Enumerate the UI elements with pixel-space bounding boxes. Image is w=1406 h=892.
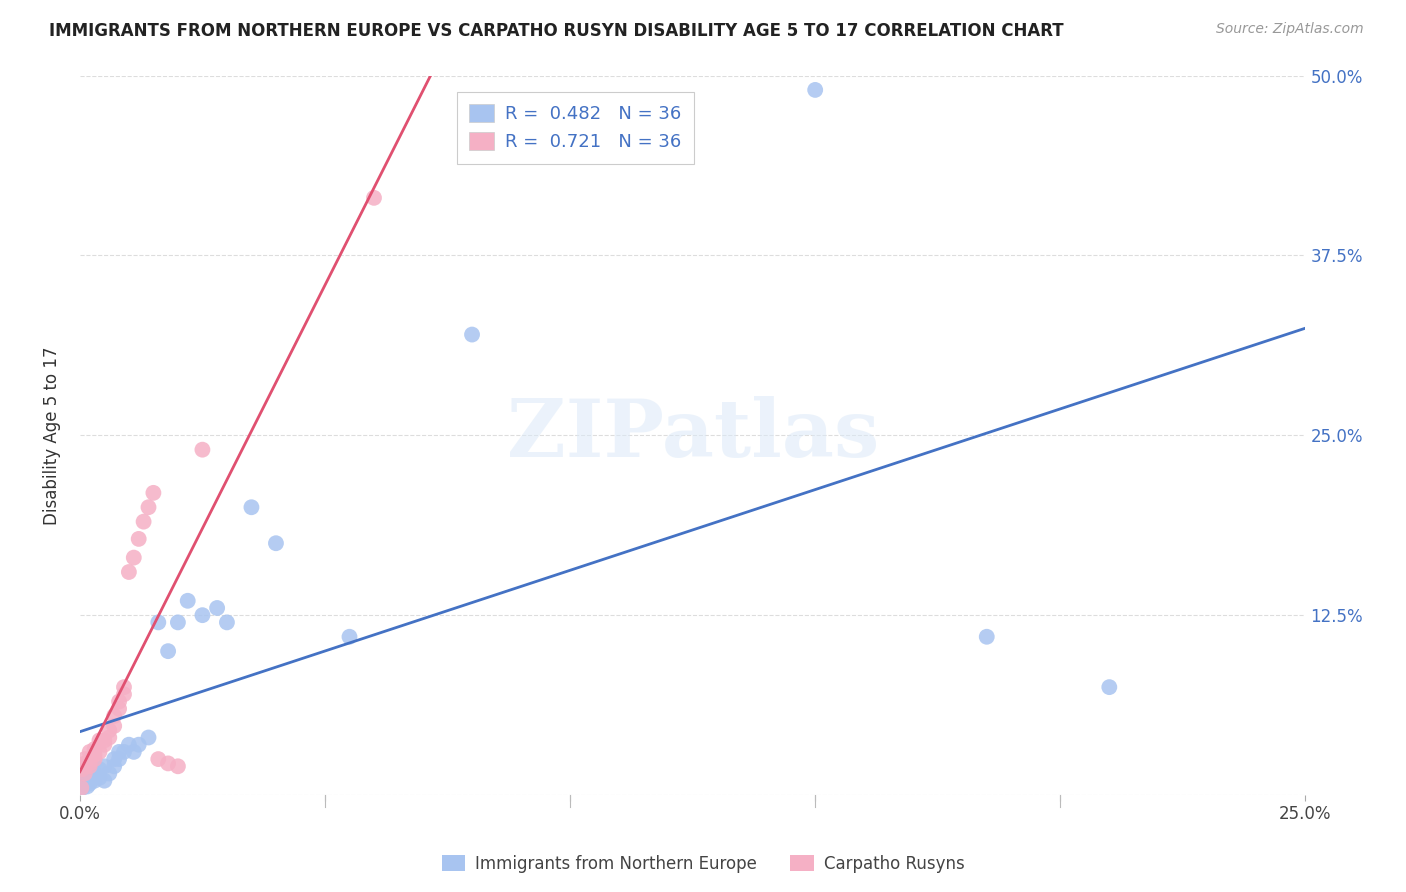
Point [83, 747, 105, 762]
Point [122, 550, 145, 565]
Text: Source: ZipAtlas.com: Source: ZipAtlas.com [1216, 22, 1364, 37]
Point [128, 532, 150, 546]
Point [142, 486, 165, 500]
Point [72, 762, 94, 776]
Point [157, 644, 180, 658]
Point [89, 762, 111, 776]
Point [191, 442, 214, 457]
Point [93, 759, 115, 773]
Point [103, 759, 125, 773]
Point [167, 759, 190, 773]
Point [461, 327, 484, 342]
Point [112, 745, 135, 759]
Point [73, 756, 96, 771]
Point [73, 776, 96, 790]
Point [83, 773, 105, 788]
Point [73, 759, 96, 773]
Point [89, 745, 111, 759]
Point [363, 191, 385, 205]
Point [191, 608, 214, 623]
Point [215, 615, 238, 630]
Point [89, 771, 111, 785]
Point [108, 702, 131, 716]
Point [804, 83, 827, 97]
Point [128, 738, 150, 752]
Point [103, 752, 125, 766]
Point [83, 742, 105, 756]
Text: IMMIGRANTS FROM NORTHERN EUROPE VS CARPATHO RUSYN DISABILITY AGE 5 TO 17 CORRELA: IMMIGRANTS FROM NORTHERN EUROPE VS CARPA… [49, 22, 1064, 40]
Point [167, 615, 190, 630]
Point [98, 731, 121, 745]
Point [264, 536, 287, 550]
Point [83, 766, 105, 780]
Point [108, 752, 131, 766]
Point [138, 731, 160, 745]
Point [177, 594, 200, 608]
Legend: R =  0.482   N = 36, R =  0.721   N = 36: R = 0.482 N = 36, R = 0.721 N = 36 [457, 92, 695, 163]
Point [108, 745, 131, 759]
Point [112, 687, 135, 701]
Point [157, 756, 180, 771]
Point [79, 752, 101, 766]
Point [240, 500, 263, 515]
Text: ZIPatlas: ZIPatlas [506, 396, 879, 475]
Point [70, 780, 93, 795]
Point [72, 780, 94, 795]
Point [118, 738, 141, 752]
Point [73, 773, 96, 788]
Point [148, 615, 170, 630]
Point [79, 771, 101, 785]
Point [98, 723, 121, 738]
Point [108, 694, 131, 708]
Point [122, 745, 145, 759]
Point [205, 601, 228, 615]
Point [132, 515, 155, 529]
Point [93, 738, 115, 752]
Point [73, 752, 96, 766]
Point [79, 745, 101, 759]
Point [138, 500, 160, 515]
Point [83, 752, 105, 766]
Point [339, 630, 361, 644]
Point [79, 756, 101, 771]
Point [93, 733, 115, 747]
Point [79, 776, 101, 790]
Point [103, 719, 125, 733]
Point [1098, 680, 1121, 694]
Point [98, 766, 121, 780]
Legend: Immigrants from Northern Europe, Carpatho Rusyns: Immigrants from Northern Europe, Carpath… [434, 848, 972, 880]
Point [112, 680, 135, 694]
Point [79, 759, 101, 773]
Point [976, 630, 998, 644]
Point [103, 709, 125, 723]
Point [93, 773, 115, 788]
Point [76, 780, 98, 794]
Point [73, 766, 96, 780]
Point [118, 565, 141, 579]
Y-axis label: Disability Age 5 to 17: Disability Age 5 to 17 [44, 346, 60, 524]
Point [148, 752, 170, 766]
Point [89, 733, 111, 747]
